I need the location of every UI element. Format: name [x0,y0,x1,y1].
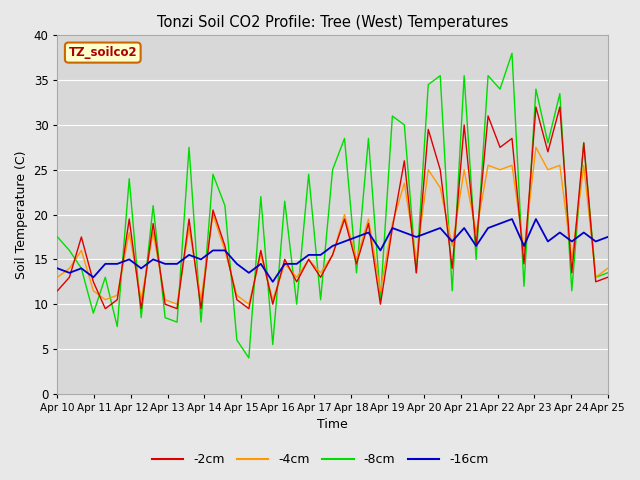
X-axis label: Time: Time [317,419,348,432]
Title: Tonzi Soil CO2 Profile: Tree (West) Temperatures: Tonzi Soil CO2 Profile: Tree (West) Temp… [157,15,508,30]
Y-axis label: Soil Temperature (C): Soil Temperature (C) [15,150,28,279]
Legend: -2cm, -4cm, -8cm, -16cm: -2cm, -4cm, -8cm, -16cm [147,448,493,471]
Text: TZ_soilco2: TZ_soilco2 [68,46,137,59]
